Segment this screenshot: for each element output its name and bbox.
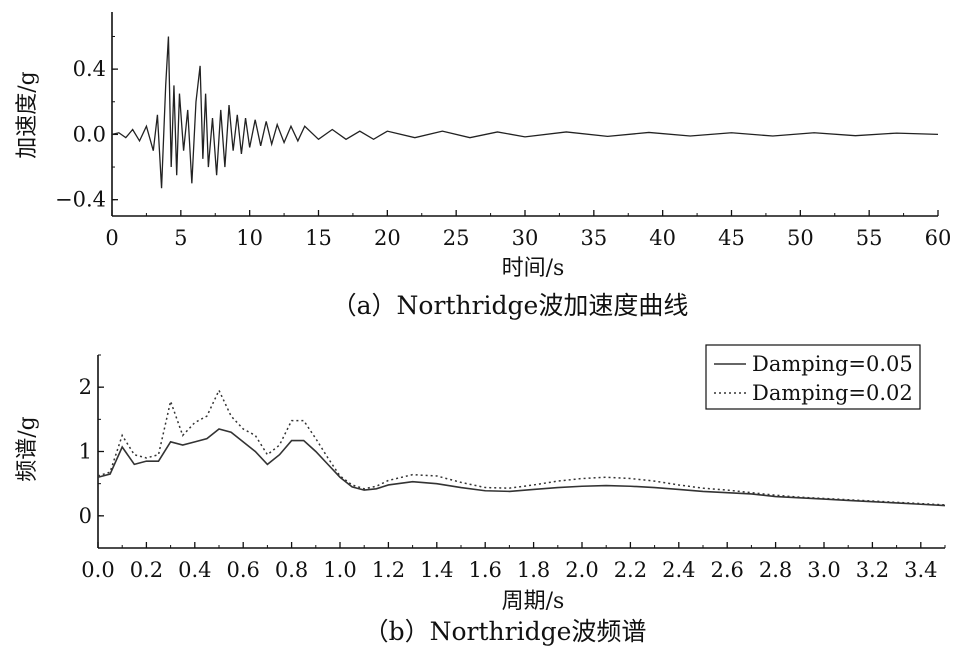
panel-b-x-tick-label: 0.0: [81, 558, 114, 582]
panel-a-x-axis-label: 时间/s: [502, 256, 565, 281]
panel-b-y-tick-label: 1: [79, 440, 92, 464]
panel-b-x-tick-label: 2.4: [662, 558, 695, 582]
panel-a-y-tick-label: −0.4: [55, 188, 106, 212]
panel-b-x-tick-label: 2.2: [614, 558, 647, 582]
panel-a-acceleration-chart: 0 5 10 15 20 25 30 35 40 45 50 55 60 −0.4 0.0 0.4 时间/s…: [15, 12, 951, 320]
panel-b-spectrum-chart: 0.0 0.2 0.4 0.6 0.8 1.0 1.2 1.4 1.6 1.8 2.0 2.2 2.4 2…: [15, 344, 946, 646]
panel-b-y-ticks: 0 1 2: [79, 354, 104, 549]
panel-b-legend: Damping=0.05 Damping=0.02: [705, 344, 921, 410]
panel-a-y-tick-label: 0.4: [73, 57, 106, 81]
legend-label-damping-0-05: Damping=0.05: [752, 352, 913, 376]
panel-b-series-damping-0-02: [97, 388, 946, 506]
panel-b-y-tick-label: 2: [79, 375, 92, 399]
panel-b-x-tick-label: 0.4: [178, 558, 211, 582]
panel-a-y-tick-label: 0.0: [73, 122, 106, 146]
panel-b-x-tick-label: 1.4: [420, 558, 453, 582]
panel-b-series-damping-0-05: [97, 428, 946, 507]
panel-b-x-tick-label: 1.6: [468, 558, 501, 582]
panel-a-x-tick-label: 15: [305, 226, 332, 250]
panel-a-x-tick-label: 60: [925, 226, 952, 250]
panel-a-y-axis-label: 加速度/g: [15, 71, 40, 159]
panel-a-x-ticks: 0 5 10 15 20 25 30 35 40 45 50 55 60: [105, 210, 951, 250]
panel-a-x-tick-label: 35: [580, 226, 607, 250]
panel-b-x-tick-label: 0.2: [130, 558, 163, 582]
panel-b-x-axis-label: 周期/s: [502, 589, 565, 614]
panel-a-x-tick-label: 5: [174, 226, 187, 250]
panel-a-x-tick-label: 10: [236, 226, 263, 250]
panel-b-caption: （b）Northridge波频谱: [364, 617, 647, 646]
panel-a-x-tick-label: 55: [856, 226, 883, 250]
panel-b-x-tick-label: 3.4: [904, 558, 937, 582]
panel-b-x-tick-label: 2.6: [710, 558, 743, 582]
panel-a-x-tick-label: 40: [649, 226, 676, 250]
panel-b-x-tick-label: 1.0: [323, 558, 356, 582]
panel-b-x-tick-label: 2.8: [759, 558, 792, 582]
panel-a-x-tick-label: 0: [105, 226, 118, 250]
panel-a-x-tick-label: 50: [787, 226, 814, 250]
panel-b-x-tick-label: 3.2: [856, 558, 889, 582]
panel-a-x-tick-label: 25: [443, 226, 470, 250]
panel-b-x-ticks: 0.0 0.2 0.4 0.6 0.8 1.0 1.2 1.4 1.6 1.8 2.0 2.2 2.4 2…: [81, 542, 946, 582]
legend-label-damping-0-02: Damping=0.02: [752, 381, 913, 405]
panel-b-x-tick-label: 0.8: [275, 558, 308, 582]
panel-b-x-tick-label: 1.2: [372, 558, 405, 582]
legend-box: [705, 344, 921, 410]
panel-b-y-axis-label: 频谱/g: [15, 416, 40, 482]
panel-b-x-tick-label: 2.0: [565, 558, 598, 582]
panel-a-x-tick-label: 30: [512, 226, 539, 250]
panel-b-y-tick-label: 0: [79, 504, 92, 528]
panel-b-x-tick-label: 3.0: [807, 558, 840, 582]
panel-a-acceleration-series: [111, 36, 939, 189]
panel-a-caption: （a）Northridge波加速度曲线: [332, 291, 689, 320]
panel-b-x-tick-label: 0.6: [226, 558, 259, 582]
panel-a-x-tick-label: 45: [718, 226, 745, 250]
panel-a-y-ticks: −0.4 0.0 0.4: [55, 35, 118, 212]
panel-a-x-tick-label: 20: [374, 226, 401, 250]
panel-b-x-tick-label: 1.8: [517, 558, 550, 582]
